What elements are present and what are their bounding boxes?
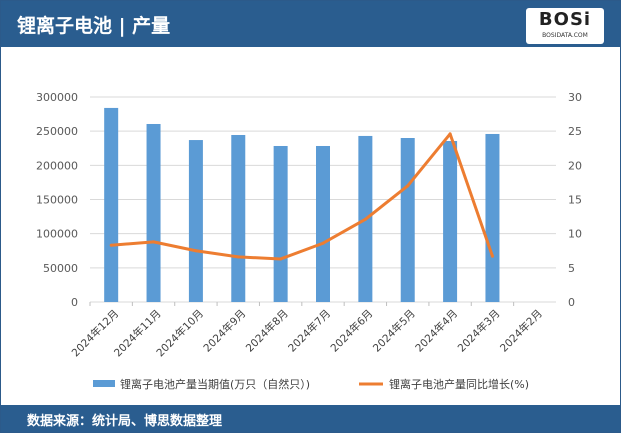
bar <box>231 134 246 302</box>
left-tick-label: 300000 <box>36 91 78 104</box>
right-tick-label: 10 <box>568 228 582 241</box>
left-tick-label: 250000 <box>36 125 78 138</box>
bar <box>443 141 458 302</box>
right-tick-label: 30 <box>568 91 582 104</box>
bar <box>400 138 415 302</box>
left-tick-label: 0 <box>71 296 78 309</box>
bar <box>273 145 288 302</box>
x-tick-label: 2024年9月 <box>201 307 249 355</box>
footer-bar: 数据来源：统计局、博思数据整理 <box>1 405 620 432</box>
x-tick-label: 2024年5月 <box>370 307 418 355</box>
right-tick-label: 5 <box>568 262 575 275</box>
x-tick-label: 2024年7月 <box>285 307 333 355</box>
line-point <box>490 254 494 258</box>
bar <box>316 145 330 302</box>
left-tick-label: 100000 <box>36 228 78 241</box>
line-point <box>236 255 240 259</box>
x-tick-label: 2024年8月 <box>243 307 291 355</box>
right-tick-label: 25 <box>568 125 582 138</box>
line-point <box>321 241 325 245</box>
logo-subtext: BOSIDATA.COM <box>542 32 588 39</box>
header-bar: 锂离子电池 | 产量 BOSi BOSIDATA.COM <box>1 1 620 47</box>
bar <box>146 123 161 302</box>
x-tick-label: 2024年4月 <box>413 307 461 355</box>
right-tick-label: 0 <box>568 296 575 309</box>
line-point <box>448 132 452 136</box>
line-point <box>152 240 156 244</box>
chart: 0 50000 100000 150000 200000 250000 300000 0 5 10… <box>36 91 582 391</box>
line-point <box>363 217 367 221</box>
left-tick-label: 150000 <box>36 194 78 207</box>
x-tick-label: 2024年3月 <box>455 307 503 355</box>
legend-line-label: 锂离子电池产量同比增长(%) <box>389 377 529 391</box>
right-tick-label: 20 <box>568 159 582 172</box>
left-tick-label: 50000 <box>43 262 78 275</box>
left-tick-label: 200000 <box>36 159 78 172</box>
page-title: 锂离子电池 | 产量 <box>17 15 171 37</box>
line-point <box>194 249 198 253</box>
line-point <box>406 184 410 188</box>
right-tick-label: 15 <box>568 194 582 207</box>
x-tick-label: 2024年6月 <box>328 307 376 355</box>
logo-text: BOSi <box>538 9 592 30</box>
x-tick-label: 2024年2月 <box>497 307 545 355</box>
legend-bar-label: 锂离子电池产量当期值(万只（自然只）) <box>120 377 310 391</box>
bar <box>188 140 203 302</box>
line-point <box>109 243 113 247</box>
bar <box>104 107 119 302</box>
line-point <box>279 257 283 261</box>
logo: BOSi BOSIDATA.COM <box>526 8 604 44</box>
growth-line <box>111 132 494 261</box>
legend-bar-swatch <box>93 380 115 387</box>
data-source: 数据来源：统计局、博思数据整理 <box>27 414 223 429</box>
bar <box>485 133 500 302</box>
